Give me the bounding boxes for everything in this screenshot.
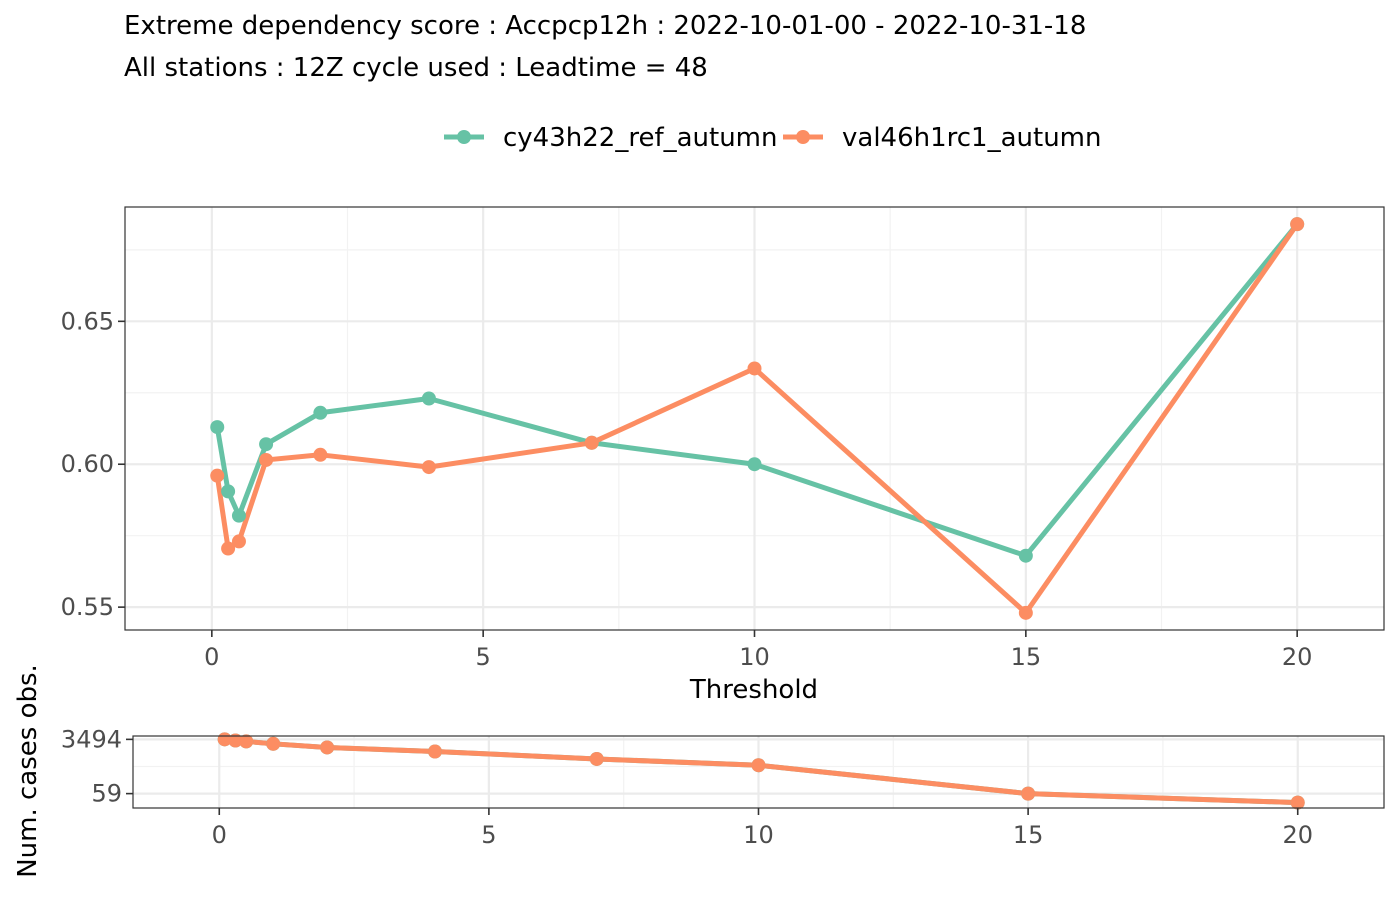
main-data-point-val46h1rc1-autumn [313,447,328,462]
legend-item-val46h1rc1: val46h1rc1_autumn [783,123,1102,153]
cases-x-tick-label: 20 [1282,821,1313,849]
cases-y-axis-title: Num. cases obs. [13,664,43,878]
main-data-point-cy43h22-ref-autumn [221,484,236,499]
main-data-point-val46h1rc1-autumn [210,468,225,483]
main-data-point-val46h1rc1-autumn [231,534,246,549]
main-panel: 0 5 10 15 20 0.55 0.60 0.65 Threshold [61,206,1385,705]
main-data-point-cy43h22-ref-autumn [231,508,246,523]
main-data-point-val46h1rc1-autumn [1290,217,1305,232]
main-data-point-cy43h22-ref-autumn [259,437,274,452]
main-y-tick-label: 0.60 [61,450,114,478]
cases-x-tick-label: 5 [481,821,496,849]
cases-panel: 0 5 10 15 20 59 3494 Num. cases obs. [13,664,1385,878]
cases-x-tick-label: 10 [743,821,774,849]
cases-x-tick-label: 0 [212,821,227,849]
main-y-tick-label: 0.55 [61,593,114,621]
main-y-tick-label: 0.65 [61,307,114,335]
main-data-point-cy43h22-ref-autumn [210,420,225,435]
cases-y-tick-label: 3494 [61,725,122,753]
cases-y-tick-label: 59 [91,780,122,808]
legend-label-val46h1rc1: val46h1rc1_autumn [842,123,1102,153]
legend-key-point-val46h1rc1 [796,130,810,144]
cases-data-point-val46h1rc1-autumn [1021,786,1036,801]
main-axis-ticks [118,320,1298,637]
chart-title: Extreme dependency score : Accpcp12h : 2… [124,11,1086,41]
main-x-tick-label: 15 [1011,643,1042,671]
cases-data-point-val46h1rc1-autumn [266,736,281,751]
main-gridlines [125,207,1384,630]
cases-data-point-val46h1rc1-autumn [1290,795,1305,810]
main-x-tick-label: 10 [739,643,770,671]
main-x-tick-label: 5 [476,643,491,671]
cases-data-point-val46h1rc1-autumn [239,734,254,749]
cases-series-points [217,732,1305,810]
main-x-tick-label: 20 [1282,643,1313,671]
legend-label-cy43h22: cy43h22_ref_autumn [503,123,778,153]
main-data-point-val46h1rc1-autumn [259,452,274,467]
cases-axis-ticks [126,738,1299,815]
main-tick-labels: 0 5 10 15 20 0.55 0.60 0.65 [61,307,1313,671]
cases-data-point-val46h1rc1-autumn [320,740,335,755]
cases-data-point-val46h1rc1-autumn [589,751,604,766]
legend-key-point-cy43h22 [457,130,471,144]
cases-x-tick-label: 15 [1013,821,1044,849]
main-data-point-cy43h22-ref-autumn [421,391,436,406]
cases-data-point-val46h1rc1-autumn [427,744,442,759]
main-data-point-val46h1rc1-autumn [221,541,236,556]
chart-subtitle: All stations : 12Z cycle used : Leadtime… [124,53,708,83]
main-data-point-val46h1rc1-autumn [584,435,599,450]
cases-tick-labels: 0 5 10 15 20 59 3494 [61,725,1313,849]
main-data-point-val46h1rc1-autumn [747,361,762,376]
main-data-point-val46h1rc1-autumn [1018,605,1033,620]
main-x-tick-label: 0 [204,643,219,671]
x-axis-title: Threshold [689,675,818,705]
main-data-point-cy43h22-ref-autumn [747,457,762,472]
main-series-line-cy43h22-ref-autumn [214,221,1300,559]
main-series-points [210,217,1305,620]
main-data-point-val46h1rc1-autumn [421,460,436,475]
legend-item-cy43h22: cy43h22_ref_autumn [444,123,778,153]
legend: cy43h22_ref_autumn val46h1rc1_autumn [444,123,1102,153]
cases-data-point-val46h1rc1-autumn [751,758,766,773]
main-data-point-cy43h22-ref-autumn [313,405,328,420]
main-data-point-cy43h22-ref-autumn [1018,548,1033,563]
cases-data-point-val46h1rc1-autumn [228,733,243,748]
